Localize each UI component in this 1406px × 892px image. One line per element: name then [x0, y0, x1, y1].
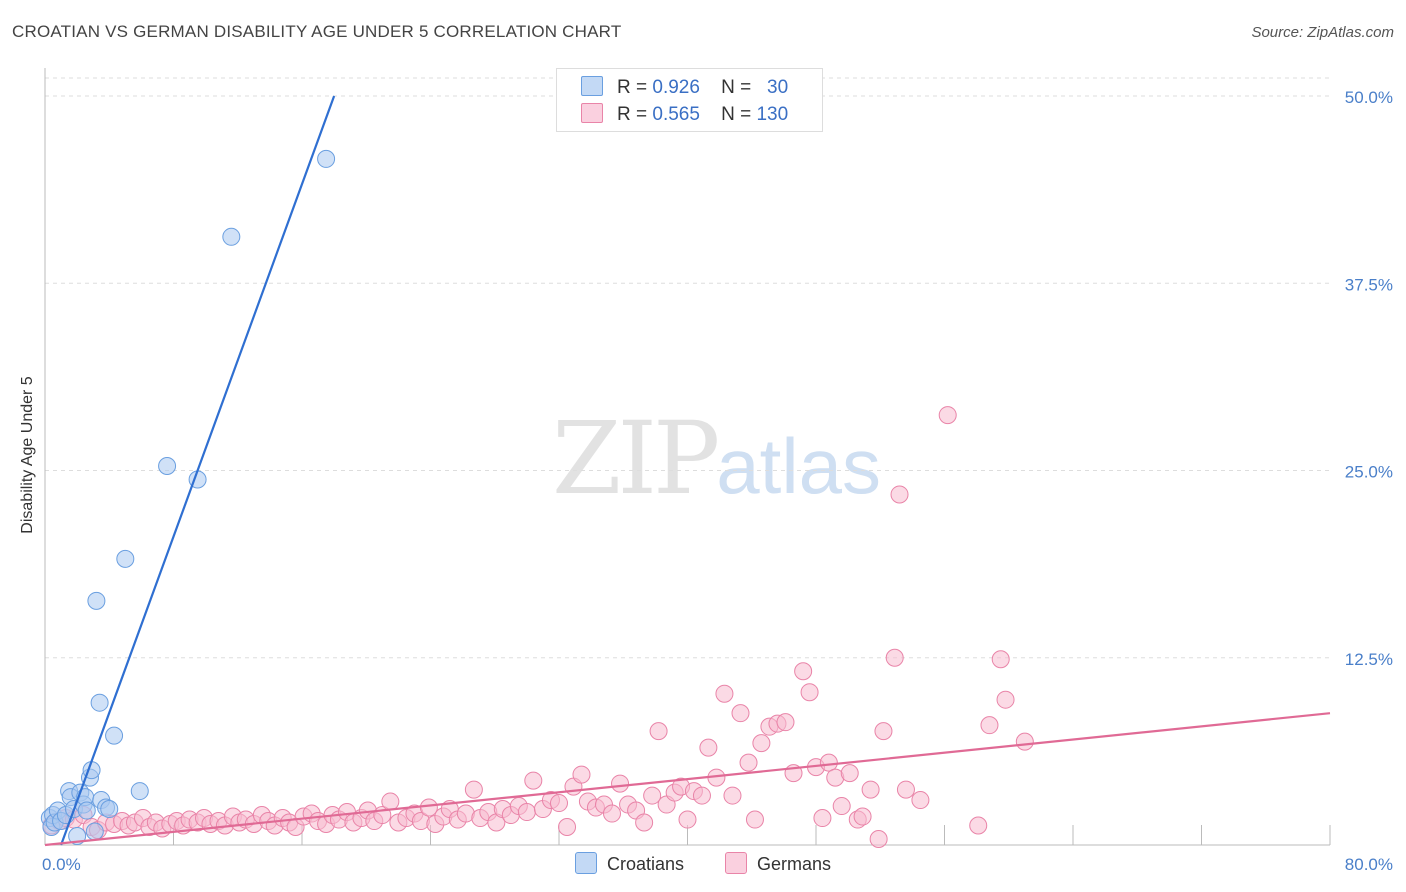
- data-point-germans: [643, 786, 662, 805]
- data-point-germans: [869, 830, 888, 849]
- data-point-croatians: [130, 782, 149, 801]
- data-point-croatians: [116, 549, 135, 568]
- legend-r-label: R =: [617, 77, 648, 98]
- legend-swatch-croatians: [574, 852, 597, 874]
- data-point-germans: [813, 809, 832, 828]
- data-point-germans: [611, 774, 630, 793]
- data-point-croatians: [158, 457, 177, 476]
- data-point-croatians: [100, 800, 119, 819]
- data-point-germans: [558, 818, 577, 837]
- data-point-germans: [752, 734, 771, 753]
- trend-line-germans: [44, 712, 1331, 847]
- watermark-zip: ZIP: [552, 400, 720, 517]
- data-point-croatians: [222, 227, 241, 246]
- data-point-germans: [874, 722, 893, 741]
- data-point-germans: [969, 816, 988, 835]
- legend-r-value: 0.565: [652, 104, 700, 125]
- legend-n-value: 130: [756, 104, 789, 125]
- y-tick-label: 12.5%: [1345, 650, 1393, 669]
- y-tick-label: 50.0%: [1345, 88, 1393, 107]
- series-germans: [42, 406, 1034, 849]
- data-point-germans: [723, 786, 742, 805]
- legend-swatch-germans: [725, 852, 748, 874]
- legend-swatch-germans: [581, 103, 603, 123]
- grid-lines: [45, 77, 1330, 659]
- watermark: ZIPatlas: [552, 400, 881, 517]
- data-point-germans: [794, 662, 813, 681]
- data-point-germans: [996, 690, 1015, 709]
- data-point-germans: [1015, 732, 1034, 751]
- data-point-croatians: [85, 822, 104, 841]
- chart-title: CROATIAN VS GERMAN DISABILITY AGE UNDER …: [12, 22, 622, 41]
- data-point-germans: [890, 485, 909, 504]
- series-croatians: [40, 149, 336, 846]
- legend-n-label: N =: [721, 104, 752, 125]
- y-tick-label: 25.0%: [1345, 463, 1393, 482]
- data-point-croatians: [87, 591, 106, 610]
- data-point-germans: [896, 780, 915, 799]
- legend-item-germans[interactable]: Germans: [725, 852, 831, 875]
- data-point-germans: [911, 791, 930, 810]
- legend-item-croatians[interactable]: Croatians: [574, 852, 684, 875]
- legend-row-croatians: R = 0.926 N = 30: [581, 76, 788, 99]
- data-point-croatians: [77, 801, 96, 820]
- data-point-germans: [464, 780, 483, 799]
- x-tick-label: 0.0%: [42, 855, 81, 874]
- data-point-germans: [819, 753, 838, 772]
- data-point-germans: [649, 722, 668, 741]
- data-point-germans: [980, 716, 999, 735]
- data-point-croatians: [90, 693, 109, 712]
- data-point-germans: [381, 792, 400, 811]
- correlation-legend: R = 0.926 N = 30 R = 0.565 N = 130: [556, 68, 823, 132]
- data-point-germans: [699, 738, 718, 757]
- data-point-germans: [800, 683, 819, 702]
- data-point-germans: [692, 786, 711, 805]
- source-label: Source: ZipAtlas.com: [1251, 24, 1394, 41]
- data-point-germans: [678, 810, 697, 829]
- data-point-germans: [635, 813, 654, 832]
- legend-n-label: N =: [721, 77, 752, 98]
- legend-r-value: 0.926: [652, 77, 700, 98]
- data-point-germans: [938, 406, 957, 425]
- data-point-germans: [517, 803, 536, 822]
- legend-label-croatians: Croatians: [606, 854, 684, 874]
- data-point-germans: [885, 648, 904, 667]
- legend-r-label: R =: [617, 104, 648, 125]
- trend-lines: [44, 95, 1331, 847]
- data-point-germans: [731, 704, 750, 723]
- data-point-germans: [861, 780, 880, 799]
- legend-label-germans: Germans: [757, 854, 832, 874]
- data-point-germans: [419, 798, 438, 817]
- data-point-germans: [776, 713, 795, 732]
- tick-labels: 12.5% 25.0% 37.5% 50.0% 0.0% 80.0%: [42, 88, 1393, 874]
- x-tick-label: 80.0%: [1345, 855, 1393, 874]
- data-point-germans: [715, 684, 734, 703]
- data-point-germans: [853, 807, 872, 826]
- data-point-germans: [524, 771, 543, 790]
- legend-row-germans: R = 0.565 N = 130: [581, 103, 788, 126]
- watermark-atlas: atlas: [716, 422, 882, 510]
- data-point-croatians: [105, 726, 124, 745]
- legend-n-value: 30: [767, 77, 789, 98]
- series-legend: Croatians Germans: [0, 852, 1406, 875]
- data-point-croatians: [317, 149, 336, 168]
- y-tick-label: 37.5%: [1345, 275, 1393, 294]
- trend-line-croatians: [60, 95, 336, 846]
- data-point-germans: [832, 797, 851, 816]
- data-point-germans: [745, 810, 764, 829]
- data-point-germans: [603, 804, 622, 823]
- data-point-germans: [840, 764, 859, 783]
- axes: [44, 68, 1331, 846]
- data-point-germans: [572, 765, 591, 784]
- data-point-germans: [550, 794, 568, 813]
- legend-swatch-croatians: [581, 76, 603, 96]
- data-point-germans: [739, 753, 758, 772]
- data-point-germans: [991, 650, 1010, 669]
